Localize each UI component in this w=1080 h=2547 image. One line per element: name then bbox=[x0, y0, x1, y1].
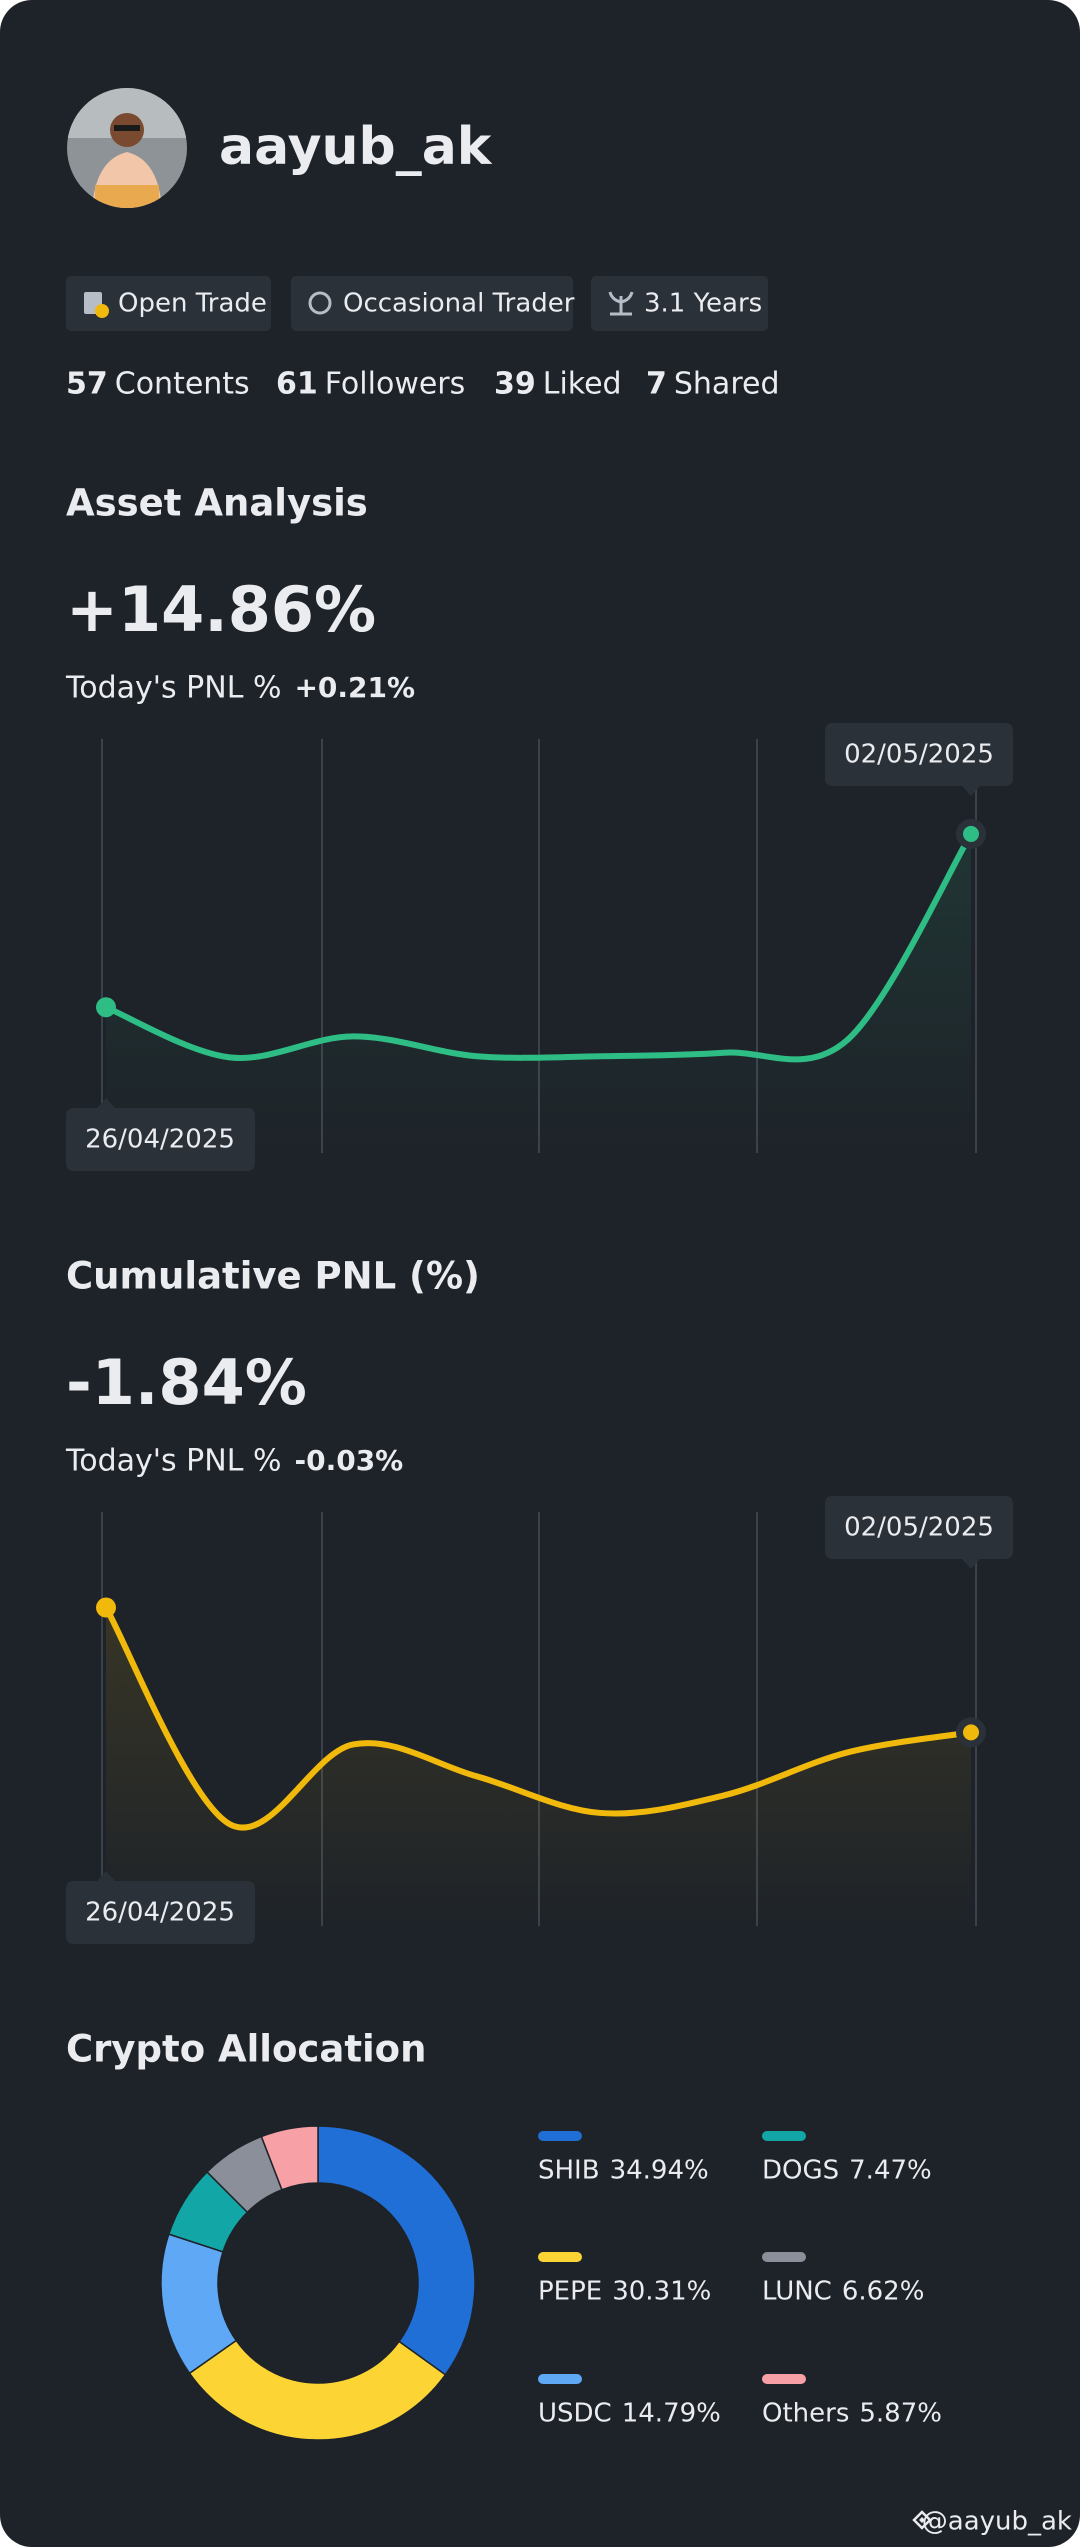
legend-label: LUNC bbox=[762, 2277, 832, 2307]
headline-value: +14.86% bbox=[66, 573, 376, 646]
donut-segment bbox=[188, 2339, 447, 2441]
donut-segment bbox=[317, 2125, 476, 2376]
date-label: 02/05/2025 bbox=[844, 1513, 994, 1543]
tag-label: 3.1 Years bbox=[644, 289, 762, 319]
legend-value: 34.94% bbox=[610, 2156, 709, 2186]
date-label: 02/05/2025 bbox=[844, 740, 994, 770]
stat-count: 57 bbox=[66, 367, 108, 402]
watermark-text: @aayub_ak bbox=[922, 2507, 1072, 2537]
stat-label: Shared bbox=[674, 367, 780, 402]
tag-label: Occasional Trader bbox=[343, 289, 575, 319]
legend-label: USDC bbox=[538, 2399, 612, 2429]
stat-label: Liked bbox=[543, 367, 622, 402]
start-dot bbox=[96, 997, 116, 1018]
legend-label: PEPE bbox=[538, 2277, 602, 2307]
today-label: Today's PNL % bbox=[65, 1444, 281, 1479]
legend-swatch bbox=[762, 2131, 806, 2141]
line bbox=[103, 1604, 974, 1831]
legend-swatch bbox=[762, 2374, 806, 2384]
section-title: Cumulative PNL (%) bbox=[66, 1255, 480, 1298]
end-dot bbox=[963, 1724, 979, 1741]
legend-swatch bbox=[538, 2131, 582, 2141]
legend-swatch bbox=[762, 2252, 806, 2262]
legend-label: Others bbox=[762, 2399, 849, 2429]
legend-value: 30.31% bbox=[612, 2277, 711, 2307]
tag: 3.1 Years bbox=[591, 276, 768, 331]
section-title: Asset Analysis bbox=[66, 482, 368, 525]
section-title: Crypto Allocation bbox=[66, 2028, 426, 2071]
stat-count: 7 bbox=[646, 367, 667, 402]
legend-swatch bbox=[538, 2252, 582, 2262]
date-tooltip bbox=[66, 1871, 255, 1944]
legend-value: 5.87% bbox=[859, 2399, 942, 2429]
line-area bbox=[106, 1607, 971, 1926]
date-tooltip bbox=[825, 1496, 1013, 1569]
stat-count: 61 bbox=[276, 367, 318, 402]
end-dot bbox=[963, 825, 979, 842]
legend-value: 6.62% bbox=[842, 2277, 925, 2307]
date-tooltip bbox=[825, 723, 1013, 796]
legend-label: SHIB bbox=[538, 2156, 600, 2186]
legend-label: DOGS bbox=[762, 2156, 839, 2186]
donut-segment bbox=[260, 2125, 319, 2191]
date-label: 26/04/2025 bbox=[85, 1125, 235, 1155]
today-value: -0.03% bbox=[294, 1444, 403, 1477]
username: aayub_ak bbox=[219, 117, 493, 177]
avatar bbox=[67, 88, 187, 208]
tag-label: Open Trade bbox=[118, 289, 267, 319]
stat-label: Contents bbox=[115, 367, 250, 402]
legend-swatch bbox=[538, 2374, 582, 2384]
tag: Occasional Trader bbox=[291, 276, 575, 331]
stat-label: Followers bbox=[325, 367, 466, 402]
legend-value: 7.47% bbox=[849, 2156, 932, 2186]
date-label: 26/04/2025 bbox=[85, 1898, 235, 1928]
line bbox=[103, 830, 974, 1063]
date-tooltip bbox=[66, 1098, 255, 1171]
today-label: Today's PNL % bbox=[65, 671, 281, 706]
tag: Open Trade bbox=[66, 276, 271, 331]
line-area bbox=[106, 833, 971, 1153]
headline-value: -1.84% bbox=[66, 1346, 307, 1419]
start-dot bbox=[96, 1597, 116, 1618]
stat-count: 39 bbox=[494, 367, 536, 402]
legend-value: 14.79% bbox=[622, 2399, 721, 2429]
watermark: @aayub_ak bbox=[912, 2507, 1072, 2537]
today-value: +0.21% bbox=[294, 671, 415, 704]
